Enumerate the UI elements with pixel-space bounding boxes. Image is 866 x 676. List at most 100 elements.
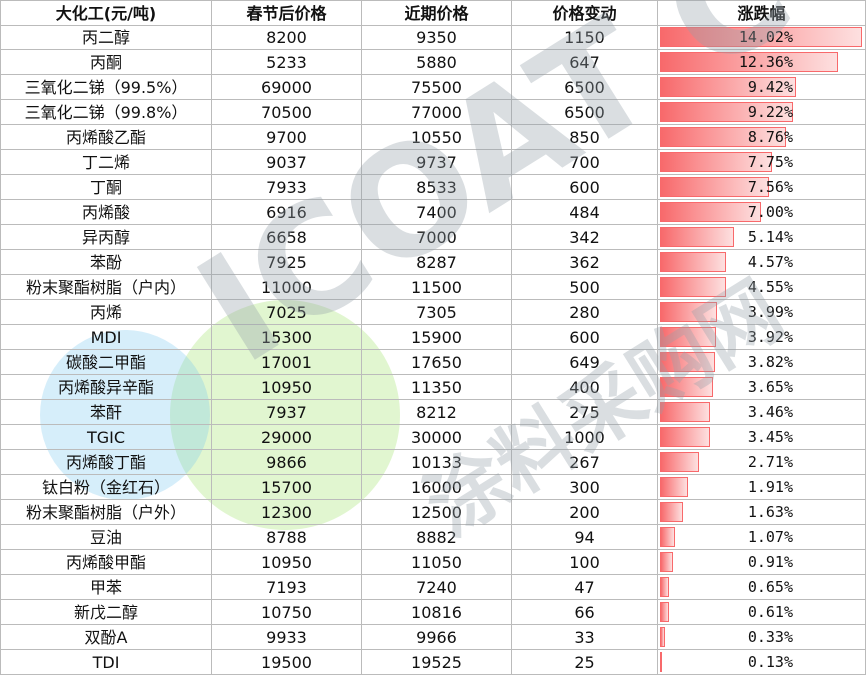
cell: 5233 [212, 50, 362, 75]
header-cell: 涨跌幅 [658, 1, 866, 26]
pct-label: 2.71% [747, 453, 793, 471]
cell: 7400 [362, 200, 512, 225]
pct-label: 7.75% [747, 153, 793, 171]
data-bar [660, 577, 670, 597]
data-bar [660, 52, 839, 72]
cell: 丙烯酸 [0, 200, 212, 225]
pct-label: 5.14% [747, 228, 793, 246]
header-cell: 大化工(元/吨) [0, 1, 212, 26]
table-row: 丙烯酸乙酯 9700 10550 850 8.76% [0, 125, 866, 150]
data-bar [660, 127, 787, 147]
data-bar [660, 652, 662, 672]
table-row: TDI 19500 19525 25 0.13% [0, 650, 866, 675]
cell: 16000 [362, 475, 512, 500]
cell: 200 [512, 500, 658, 525]
cell: 丙烯酸乙酯 [0, 125, 212, 150]
cell: 7305 [362, 300, 512, 325]
pct-cell: 7.75% [658, 150, 866, 175]
pct-cell: 9.22% [658, 100, 866, 125]
cell: 267 [512, 450, 658, 475]
cell: 6658 [212, 225, 362, 250]
table-row: 丁二烯 9037 9737 700 7.75% [0, 150, 866, 175]
cell: 丁二烯 [0, 150, 212, 175]
pct-cell: 1.91% [658, 475, 866, 500]
cell: 77000 [362, 100, 512, 125]
pct-label: 8.76% [747, 128, 793, 146]
data-bar [660, 227, 735, 247]
cell: 丙酮 [0, 50, 212, 75]
pct-cell: 0.65% [658, 575, 866, 600]
table-row: 苯酐 7937 8212 275 3.46% [0, 400, 866, 425]
table-row: MDI 15300 15900 600 3.92% [0, 325, 866, 350]
data-bar [660, 327, 717, 347]
cell: 钛白粉（金红石） [0, 475, 212, 500]
table-row: 三氧化二锑（99.5%） 69000 75500 6500 9.42% [0, 75, 866, 100]
cell: 15700 [212, 475, 362, 500]
cell: 9037 [212, 150, 362, 175]
table-row: 丙烯酸 6916 7400 484 7.00% [0, 200, 866, 225]
cell: 7925 [212, 250, 362, 275]
pct-cell: 3.82% [658, 350, 866, 375]
cell: 8882 [362, 525, 512, 550]
pct-cell: 4.57% [658, 250, 866, 275]
pct-cell: 7.56% [658, 175, 866, 200]
table-row: 丙烯酸丁酯 9866 10133 267 2.71% [0, 450, 866, 475]
pct-label: 1.91% [747, 478, 793, 496]
cell: 15300 [212, 325, 362, 350]
cell: 新戊二醇 [0, 600, 212, 625]
cell: 12300 [212, 500, 362, 525]
pct-label: 9.22% [747, 103, 793, 121]
cell: 75500 [362, 75, 512, 100]
pct-label: 0.13% [747, 653, 793, 671]
cell: 19525 [362, 650, 512, 675]
table-row: 碳酸二甲酯 17001 17650 649 3.82% [0, 350, 866, 375]
pct-label: 0.61% [747, 603, 793, 621]
pct-cell: 3.65% [658, 375, 866, 400]
cell: 30000 [362, 425, 512, 450]
cell: 70500 [212, 100, 362, 125]
cell: MDI [0, 325, 212, 350]
data-bar [660, 602, 669, 622]
pct-cell: 3.92% [658, 325, 866, 350]
data-bar [660, 27, 862, 47]
pct-cell: 1.07% [658, 525, 866, 550]
pct-label: 0.91% [747, 553, 793, 571]
cell: 丙烯酸丁酯 [0, 450, 212, 475]
table-row: 双酚A 9933 9966 33 0.33% [0, 625, 866, 650]
table-row: 丁酮 7933 8533 600 7.56% [0, 175, 866, 200]
table-row: 丙二醇 8200 9350 1150 14.02% [0, 25, 866, 50]
cell: 647 [512, 50, 658, 75]
cell: 7933 [212, 175, 362, 200]
table-row: TGIC 29000 30000 1000 3.45% [0, 425, 866, 450]
table-row: 丙酮 5233 5880 647 12.36% [0, 50, 866, 75]
cell: 8788 [212, 525, 362, 550]
data-bar [660, 427, 710, 447]
cell: 275 [512, 400, 658, 425]
pct-label: 0.33% [747, 628, 793, 646]
cell: 丙烯酸异辛酯 [0, 375, 212, 400]
cell: 17650 [362, 350, 512, 375]
data-bar [660, 452, 700, 472]
pct-label: 3.99% [747, 303, 793, 321]
table-row: 丙烯酸甲酯 10950 11050 100 0.91% [0, 550, 866, 575]
pct-cell: 9.42% [658, 75, 866, 100]
data-bar [660, 527, 676, 547]
pct-cell: 7.00% [658, 200, 866, 225]
cell: 丁酮 [0, 175, 212, 200]
cell: 9737 [362, 150, 512, 175]
data-bar [660, 377, 713, 397]
pct-cell: 2.71% [658, 450, 866, 475]
table-row: 丙烯 7025 7305 280 3.99% [0, 300, 866, 325]
data-bar [660, 627, 665, 647]
data-bar [660, 202, 761, 222]
header-row: 大化工(元/吨) 春节后价格 近期价格 价格变动 涨跌幅 [0, 0, 866, 26]
pct-label: 3.46% [747, 403, 793, 421]
data-bar [660, 502, 684, 522]
cell: 7240 [362, 575, 512, 600]
pct-cell: 0.33% [658, 625, 866, 650]
cell: 400 [512, 375, 658, 400]
data-bar [660, 177, 769, 197]
pct-label: 0.65% [747, 578, 793, 596]
pct-cell: 1.63% [658, 500, 866, 525]
